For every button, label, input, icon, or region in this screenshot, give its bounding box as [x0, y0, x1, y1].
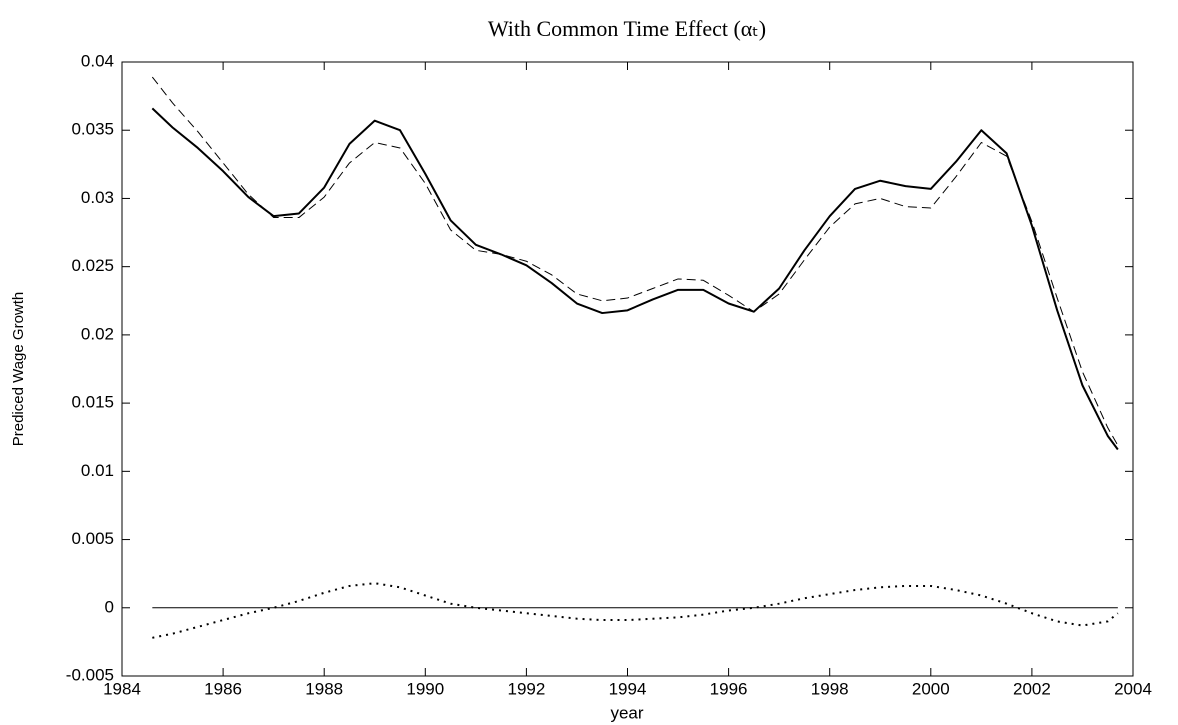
line-series [152, 582, 1119, 639]
x-tick-label: 2002 [1013, 679, 1051, 698]
y-tick-label: 0.04 [81, 51, 114, 70]
y-tick-label: 0.005 [71, 529, 114, 548]
y-tick-label: 0.015 [71, 393, 114, 412]
x-tick-label: 1984 [103, 679, 141, 698]
chart-title: With Common Time Effect (αₜ) [488, 16, 766, 41]
x-tick-label: 2000 [912, 679, 950, 698]
x-tick-label: 1990 [406, 679, 444, 698]
x-tick-label: 2004 [1114, 679, 1152, 698]
y-tick-label: 0.03 [81, 188, 114, 207]
x-tick-label: 1996 [710, 679, 748, 698]
line-series [151, 76, 1119, 446]
y-axis-label: Prediced Wage Growth [10, 292, 27, 447]
y-tick-label: 0 [105, 597, 114, 616]
y-tick-label: -0.005 [66, 665, 114, 684]
y-tick-label: 0.025 [71, 256, 114, 275]
x-tick-label: 1994 [609, 679, 647, 698]
y-tick-label: 0.01 [81, 461, 114, 480]
y-tick-label: 0.02 [81, 324, 114, 343]
x-tick-label: 1992 [507, 679, 545, 698]
x-tick-label: 1998 [811, 679, 849, 698]
x-tick-label: 1988 [305, 679, 343, 698]
x-axis-label: year [610, 703, 643, 722]
plot-frame [121, 61, 1134, 677]
y-tick-label: 0.035 [71, 120, 114, 139]
x-tick-label: 1986 [204, 679, 242, 698]
line-series [151, 107, 1119, 451]
